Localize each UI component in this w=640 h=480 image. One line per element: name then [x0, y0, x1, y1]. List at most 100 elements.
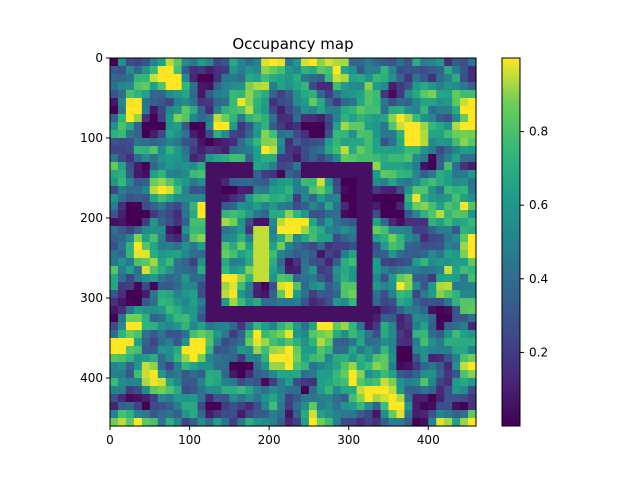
- heatmap-cell: [117, 386, 127, 395]
- heatmap-cell: [293, 130, 302, 139]
- y-tick-label: 400: [80, 371, 103, 385]
- heatmap-cell: [332, 106, 342, 115]
- heatmap-cell: [412, 258, 421, 267]
- heatmap-cell: [237, 90, 246, 99]
- heatmap-cell: [348, 370, 358, 379]
- heatmap-cell: [125, 114, 135, 123]
- heatmap-cell: [125, 362, 135, 371]
- heatmap-cell: [436, 394, 445, 403]
- heatmap-cell: [436, 306, 445, 315]
- heatmap-cell: [356, 266, 366, 275]
- heatmap-cell: [213, 202, 222, 211]
- heatmap-cell: [245, 242, 254, 251]
- heatmap-cell: [428, 122, 437, 131]
- heatmap-cell: [332, 282, 342, 291]
- heatmap-cell: [428, 66, 437, 75]
- heatmap-cell: [269, 106, 278, 115]
- heatmap-cell: [117, 354, 127, 363]
- heatmap-cell: [221, 274, 230, 283]
- heatmap-cell: [165, 58, 175, 67]
- heatmap-cell: [293, 74, 302, 83]
- heatmap-cell: [110, 266, 119, 275]
- heatmap-cell: [452, 146, 461, 155]
- heatmap-cell: [253, 306, 262, 315]
- heatmap-cell: [213, 58, 222, 67]
- heatmap-cell: [117, 226, 127, 235]
- heatmap-cell: [117, 234, 127, 243]
- heatmap-cell: [213, 282, 222, 291]
- heatmap-cell: [229, 370, 238, 379]
- heatmap-cell: [388, 306, 398, 315]
- heatmap-cell: [316, 266, 326, 275]
- heatmap-cell: [133, 218, 143, 227]
- heatmap-cell: [468, 418, 477, 427]
- heatmap-cell: [181, 122, 191, 131]
- heatmap-cell: [340, 66, 350, 75]
- heatmap-cell: [269, 234, 278, 243]
- heatmap-cell: [420, 66, 429, 75]
- heatmap-cell: [149, 226, 159, 235]
- heatmap-cell: [372, 298, 382, 307]
- heatmap-cell: [316, 338, 326, 347]
- heatmap-cell: [125, 194, 135, 203]
- heatmap-cell: [308, 330, 318, 339]
- heatmap-cell: [221, 106, 230, 115]
- heatmap-cell: [133, 194, 143, 203]
- heatmap-cell: [149, 218, 159, 227]
- heatmap-cell: [300, 258, 310, 267]
- heatmap-cell: [141, 330, 151, 339]
- heatmap-cell: [285, 378, 294, 387]
- heatmap-cell: [221, 362, 230, 371]
- heatmap-cell: [269, 306, 278, 315]
- heatmap-cell: [396, 338, 405, 347]
- heatmap-cell: [412, 418, 421, 427]
- heatmap-cell: [388, 394, 398, 403]
- heatmap-cell: [452, 370, 461, 379]
- heatmap-cell: [221, 162, 230, 171]
- heatmap-cell: [404, 386, 413, 395]
- heatmap-cell: [436, 330, 445, 339]
- heatmap-cell: [125, 162, 135, 171]
- heatmap-cell: [420, 258, 429, 267]
- heatmap-cell: [348, 306, 358, 315]
- heatmap-cell: [269, 186, 278, 195]
- heatmap-cell: [428, 210, 437, 219]
- heatmap-cell: [460, 114, 469, 123]
- heatmap-cell: [436, 186, 445, 195]
- heatmap-cell: [165, 322, 175, 331]
- heatmap-cell: [181, 330, 191, 339]
- heatmap-cell: [245, 234, 254, 243]
- heatmap-cell: [117, 290, 127, 299]
- heatmap-cell: [468, 370, 477, 379]
- heatmap-cell: [205, 218, 215, 227]
- heatmap-cell: [181, 98, 191, 107]
- heatmap-cell: [285, 138, 294, 147]
- heatmap-cell: [340, 82, 350, 91]
- heatmap-cell: [189, 346, 199, 355]
- heatmap-cell: [388, 90, 398, 99]
- heatmap-cell: [181, 298, 191, 307]
- heatmap-cell: [197, 418, 207, 427]
- heatmap-cell: [293, 386, 302, 395]
- heatmap-cell: [149, 378, 159, 387]
- heatmap-cell: [245, 122, 254, 131]
- heatmap-cell: [372, 234, 382, 243]
- heatmap-cell: [149, 394, 159, 403]
- heatmap-cell: [420, 74, 429, 83]
- heatmap-cell: [452, 258, 461, 267]
- heatmap-cell: [452, 58, 461, 67]
- heatmap-cell: [348, 378, 358, 387]
- heatmap-cell: [364, 114, 374, 123]
- heatmap-cell: [205, 402, 215, 411]
- heatmap-cell: [157, 282, 167, 291]
- heatmap-cell: [197, 90, 207, 99]
- heatmap-cell: [189, 266, 199, 275]
- heatmap-cell: [293, 138, 302, 147]
- heatmap-cell: [253, 178, 262, 187]
- heatmap-cell: [316, 234, 326, 243]
- heatmap-cell: [197, 378, 207, 387]
- heatmap-cell: [237, 330, 246, 339]
- heatmap-cell: [412, 162, 421, 171]
- heatmap-cell: [340, 210, 350, 219]
- heatmap-cell: [364, 338, 374, 347]
